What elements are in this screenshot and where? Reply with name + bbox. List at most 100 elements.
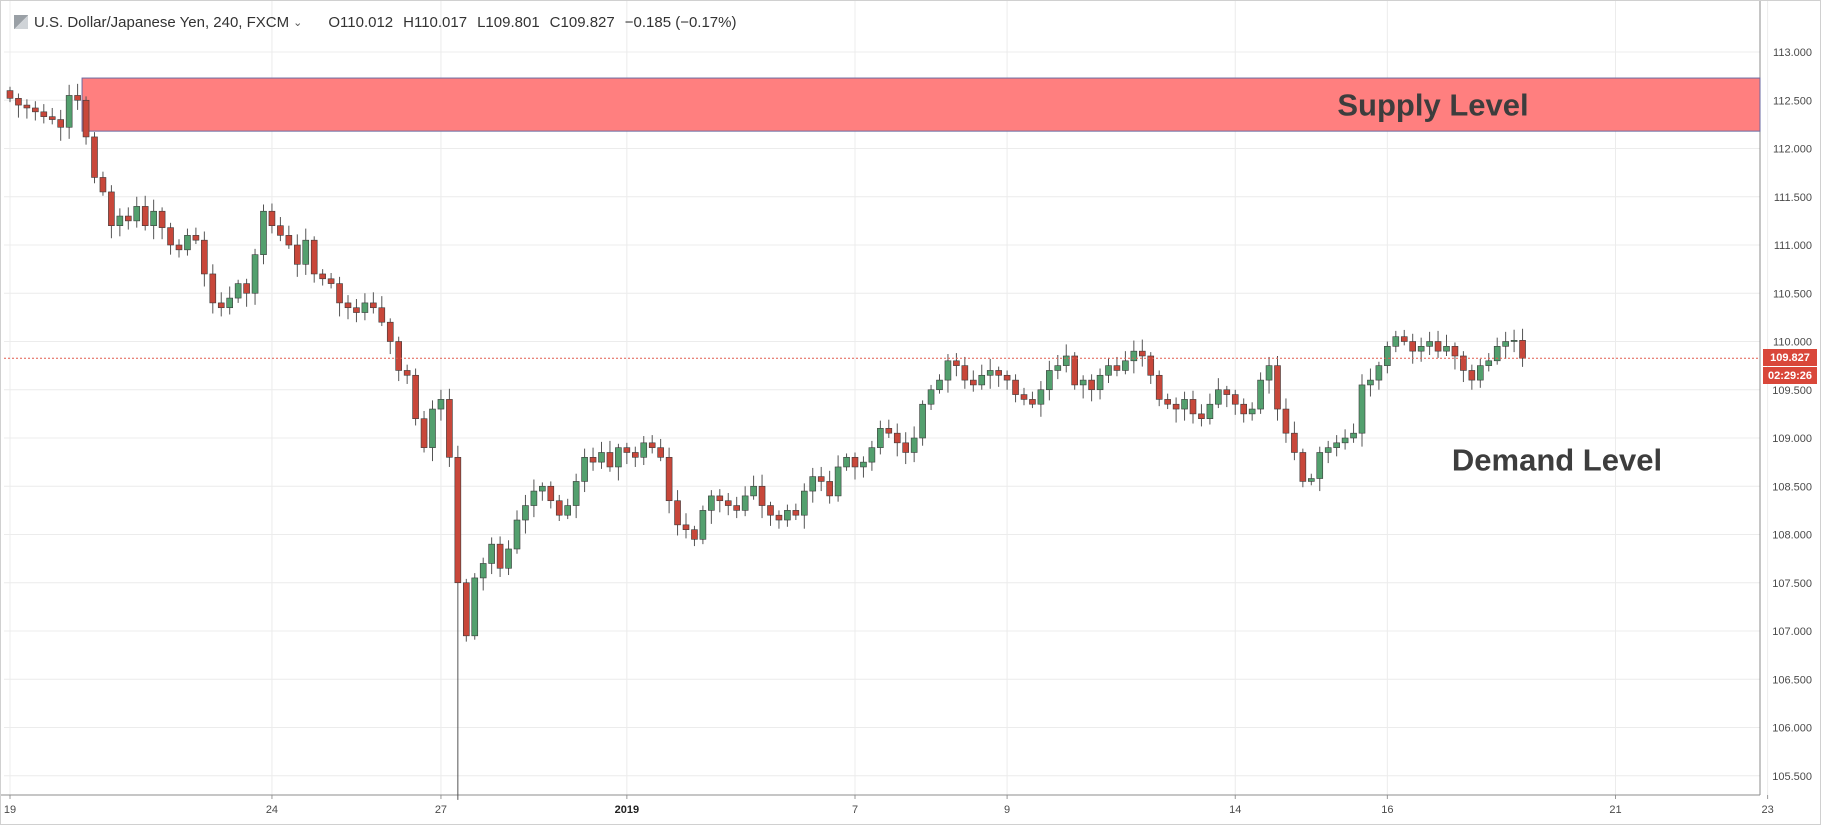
- candle-body[interactable]: [293, 244, 301, 265]
- candle-body[interactable]: [1451, 346, 1459, 357]
- candle-body[interactable]: [260, 210, 267, 255]
- candle-body[interactable]: [969, 379, 977, 386]
- candle-body[interactable]: [1510, 340, 1518, 342]
- candle-body[interactable]: [234, 283, 242, 299]
- candle-body[interactable]: [319, 273, 326, 280]
- candle-body[interactable]: [15, 98, 22, 106]
- candle-body[interactable]: [851, 456, 859, 468]
- candle-body[interactable]: [1350, 432, 1357, 439]
- candle-body[interactable]: [1046, 370, 1053, 391]
- candle-body[interactable]: [674, 500, 681, 526]
- candle-body[interactable]: [209, 273, 217, 304]
- candle-body[interactable]: [420, 418, 428, 448]
- flag-icon[interactable]: [14, 15, 28, 29]
- candle-body[interactable]: [1147, 355, 1155, 376]
- candle-body[interactable]: [893, 432, 901, 444]
- candle-body[interactable]: [1308, 478, 1315, 482]
- candle-body[interactable]: [767, 505, 774, 516]
- candle-body[interactable]: [995, 370, 1002, 376]
- candle-body[interactable]: [150, 210, 157, 227]
- candle-body[interactable]: [403, 370, 411, 376]
- candle-body[interactable]: [1206, 403, 1214, 420]
- candle-body[interactable]: [1079, 379, 1087, 386]
- candle-body[interactable]: [547, 485, 555, 502]
- candle-body[interactable]: [1341, 437, 1349, 444]
- candle-body[interactable]: [1130, 350, 1138, 362]
- candle-body[interactable]: [251, 254, 259, 294]
- candle-body[interactable]: [1240, 403, 1247, 415]
- candle-body[interactable]: [860, 461, 867, 468]
- candle-body[interactable]: [1198, 413, 1205, 419]
- candle-body[interactable]: [65, 95, 73, 128]
- supply-zone[interactable]: [81, 77, 1761, 132]
- candle-body[interactable]: [691, 529, 698, 540]
- candle-body[interactable]: [167, 227, 174, 246]
- candle-body[interactable]: [657, 447, 664, 458]
- candle-body[interactable]: [623, 447, 631, 453]
- candle-body[interactable]: [834, 466, 842, 497]
- candle-body[interactable]: [1282, 408, 1290, 434]
- candle-body[interactable]: [750, 485, 757, 497]
- candle-body[interactable]: [158, 210, 166, 228]
- candle-body[interactable]: [682, 524, 690, 530]
- candle-body[interactable]: [564, 505, 572, 516]
- candle-body[interactable]: [615, 447, 622, 468]
- candle-body[interactable]: [1105, 365, 1112, 376]
- candle-body[interactable]: [378, 307, 386, 323]
- candle-body[interactable]: [953, 360, 960, 366]
- candle-body[interactable]: [268, 210, 276, 227]
- candle-body[interactable]: [986, 370, 994, 376]
- candle-body[interactable]: [555, 500, 563, 516]
- candle-body[interactable]: [716, 495, 724, 502]
- candle-body[interactable]: [1485, 360, 1493, 366]
- candle-body[interactable]: [479, 563, 487, 579]
- candle-body[interactable]: [99, 177, 107, 193]
- candle-body[interactable]: [589, 456, 597, 463]
- candle-body[interactable]: [327, 278, 335, 284]
- candle-body[interactable]: [1333, 442, 1340, 448]
- candle-body[interactable]: [1181, 399, 1188, 410]
- candle-body[interactable]: [1071, 355, 1078, 386]
- candle-body[interactable]: [1122, 360, 1129, 371]
- candle-body[interactable]: [530, 490, 538, 506]
- candle-body[interactable]: [1519, 340, 1526, 359]
- candle-body[interactable]: [648, 442, 656, 448]
- candle-body[interactable]: [1231, 394, 1239, 405]
- candle-body[interactable]: [775, 514, 783, 521]
- candle-body[interactable]: [446, 399, 453, 458]
- candle-body[interactable]: [125, 215, 132, 222]
- candle-body[interactable]: [336, 283, 343, 304]
- candle-body[interactable]: [1367, 379, 1374, 386]
- candle-body[interactable]: [1088, 379, 1095, 391]
- candle-body[interactable]: [843, 456, 850, 468]
- candle-body[interactable]: [226, 297, 233, 309]
- candle-body[interactable]: [1299, 452, 1307, 482]
- candle-body[interactable]: [310, 239, 318, 275]
- candle-body[interactable]: [277, 225, 284, 236]
- candle-body[interactable]: [429, 408, 436, 448]
- candle-body[interactable]: [201, 239, 208, 275]
- candle-body[interactable]: [792, 510, 800, 516]
- candle-body[interactable]: [1172, 403, 1180, 410]
- candle-body[interactable]: [1443, 346, 1450, 352]
- candle-body[interactable]: [217, 302, 225, 309]
- candle-body[interactable]: [1493, 346, 1501, 362]
- symbol-title[interactable]: U.S. Dollar/Japanese Yen, 240, FXCM: [34, 13, 290, 31]
- candle-body[interactable]: [1417, 346, 1425, 352]
- candle-body[interactable]: [386, 321, 394, 342]
- candle-body[interactable]: [1012, 379, 1019, 395]
- candle-body[interactable]: [944, 360, 952, 381]
- candle-body[interactable]: [1248, 408, 1256, 415]
- candle-body[interactable]: [361, 302, 369, 313]
- candle-body[interactable]: [1029, 399, 1036, 405]
- candle-body[interactable]: [285, 235, 293, 246]
- chevron-down-icon[interactable]: ⌄: [293, 16, 303, 29]
- candle-body[interactable]: [513, 519, 521, 550]
- candle-body[interactable]: [1434, 341, 1442, 352]
- candle-body[interactable]: [1358, 384, 1366, 434]
- candle-body[interactable]: [353, 307, 360, 313]
- candle-body[interactable]: [133, 206, 141, 222]
- candle-body[interactable]: [462, 582, 470, 637]
- candle-body[interactable]: [344, 302, 352, 309]
- candle-body[interactable]: [108, 191, 115, 227]
